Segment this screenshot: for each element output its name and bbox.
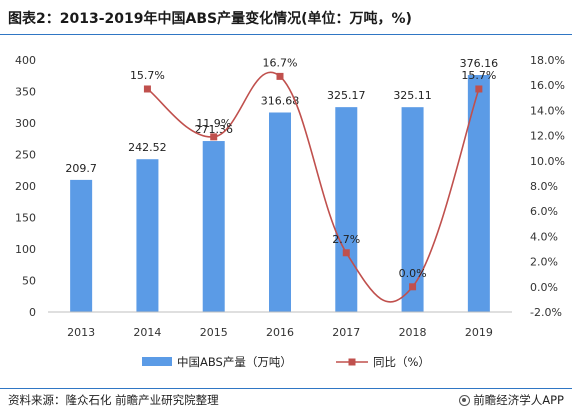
yoy-marker-2019: [475, 85, 483, 93]
bar-label-2019: 376.16: [460, 57, 499, 70]
right-tick-label: -2.0%: [530, 306, 562, 319]
x-tick-label: 2018: [399, 326, 427, 339]
bar-label-2018: 325.11: [393, 89, 432, 102]
yoy-marker-2016: [276, 72, 284, 80]
right-tick-label: 0.0%: [530, 281, 558, 294]
x-tick-label: 2019: [465, 326, 493, 339]
bar-2014: [136, 159, 159, 312]
yoy-label-2016: 16.7%: [263, 56, 298, 69]
yoy-line: [146, 71, 480, 303]
x-tick-label: 2014: [133, 326, 161, 339]
yoy-data-labels: 15.7% 11.9% 16.7% 2.7% 0.0% 15.7%: [130, 56, 496, 279]
brand-mark: 前瞻经济学人APP: [459, 392, 564, 408]
bar-label-2013: 209.7: [65, 162, 97, 175]
bar-2018: [401, 107, 424, 313]
yoy-label-2015: 11.9%: [196, 117, 231, 130]
bar-2013: [70, 179, 93, 312]
yoy-markers: [143, 72, 483, 291]
left-tick-label: 400: [15, 54, 36, 67]
right-tick-label: 16.0%: [530, 79, 565, 92]
left-tick-label: 150: [15, 212, 36, 225]
legend: 中国ABS产量（万吨） 同比（%）: [142, 355, 430, 369]
left-tick-label: 0: [29, 306, 36, 319]
bar-label-2017: 325.17: [327, 89, 366, 102]
bar-2015: [202, 141, 225, 312]
right-tick-label: 12.0%: [530, 130, 565, 143]
bar-2016: [269, 112, 291, 312]
yoy-label-2017: 2.7%: [332, 233, 360, 246]
bar-series: [70, 75, 490, 313]
legend-line-marker: [348, 358, 356, 366]
left-tick-label: 200: [15, 180, 36, 193]
yoy-marker-2015: [210, 133, 218, 141]
right-tick-label: 2.0%: [530, 256, 558, 269]
left-axis-ticks: 0 50 100 150 200 250 300 350 400: [15, 54, 36, 319]
right-tick-label: 14.0%: [530, 104, 565, 117]
x-axis-ticks: 2013 2014 2015 2016 2017 2018 2019: [67, 326, 493, 339]
bar-label-2014: 242.52: [128, 141, 167, 154]
x-tick-label: 2015: [200, 326, 228, 339]
legend-bar-label: 中国ABS产量（万吨）: [177, 355, 292, 369]
brand-logo-icon: [459, 394, 471, 406]
footer-divider: [0, 388, 572, 389]
bar-2019: [467, 75, 490, 313]
left-tick-label: 100: [15, 243, 36, 256]
right-tick-label: 8.0%: [530, 180, 558, 193]
chart-title: 图表2：2013-2019年中国ABS产量变化情况(单位：万吨，%): [8, 11, 412, 27]
brand-text: 前瞻经济学人APP: [473, 393, 564, 407]
title-divider: [0, 34, 572, 35]
x-tick-label: 2017: [332, 326, 360, 339]
right-tick-label: 6.0%: [530, 205, 558, 218]
left-tick-label: 350: [15, 86, 36, 99]
left-tick-label: 50: [22, 275, 36, 288]
yoy-label-2014: 15.7%: [130, 69, 165, 82]
left-tick-label: 250: [15, 149, 36, 162]
legend-line-label: 同比（%）: [373, 355, 430, 369]
legend-bar-swatch: [142, 357, 172, 366]
yoy-marker-2018: [409, 283, 417, 291]
right-tick-label: 10.0%: [530, 155, 565, 168]
yoy-marker-2017: [342, 249, 350, 257]
left-tick-label: 300: [15, 117, 36, 130]
bar-2017: [335, 107, 358, 312]
yoy-label-2019: 15.7%: [461, 69, 496, 82]
x-tick-label: 2013: [67, 326, 95, 339]
right-axis-ticks: -2.0% 0.0% 2.0% 4.0% 6.0% 8.0% 10.0% 12.0% 14.0%…: [530, 54, 565, 319]
source-note: 资料来源：隆众石化 前瞻产业研究院整理: [8, 393, 219, 407]
right-tick-label: 18.0%: [530, 54, 565, 67]
x-tick-label: 2016: [266, 326, 294, 339]
yoy-label-2018: 0.0%: [399, 267, 427, 280]
yoy-marker-2014: [143, 85, 151, 93]
right-tick-label: 4.0%: [530, 230, 558, 243]
bar-label-2016: 316.68: [261, 94, 300, 107]
